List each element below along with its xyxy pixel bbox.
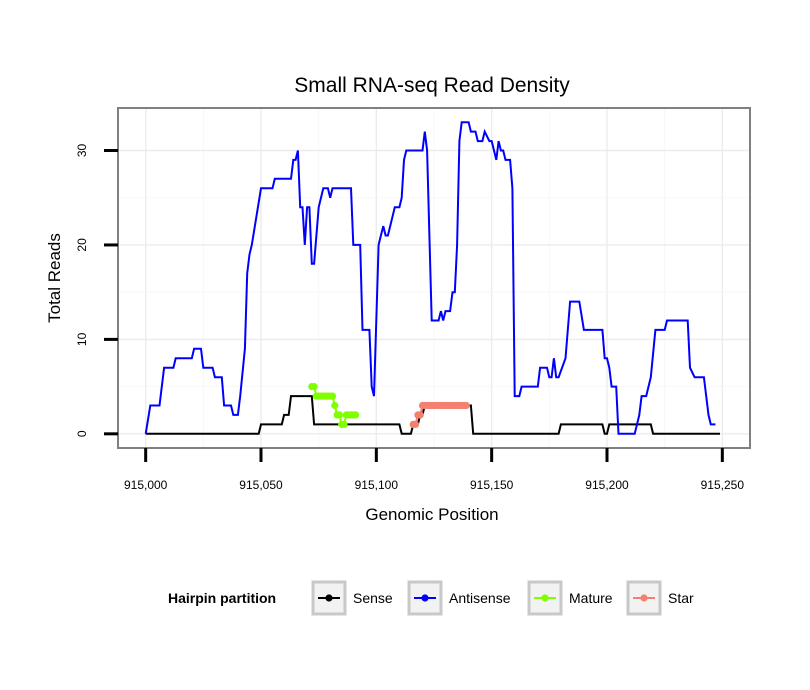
legend-label: Star [668,590,694,606]
series-line-antisense [144,121,716,435]
x-tick-label: 915,000 [124,478,168,492]
plot-border [117,107,751,449]
legend-label: Mature [569,590,613,606]
data-point-star [416,411,424,419]
legend-item-star: Star [626,580,694,616]
legend-item-mature: Mature [527,580,613,616]
series-mature [308,383,360,428]
chart-title: Small RNA-seq Read Density [294,74,570,97]
data-point-star [411,420,420,428]
y-tick-label: 20 [75,238,89,252]
gridlines [118,108,750,448]
x-tick-label: 915,050 [239,478,283,492]
legend-item-antisense: Antisense [407,580,511,616]
legend: Hairpin partition Sense Antisense Mature St… [168,580,694,616]
x-tick-label: 915,250 [701,478,745,492]
data-point-mature [328,392,337,400]
legend-key-point [640,594,648,602]
x-axis-title: Genomic Position [365,505,498,524]
legend-label: Sense [353,590,393,606]
data-point-mature [310,383,318,391]
y-tick-label: 10 [75,332,89,346]
legend-key-point [541,594,549,602]
data-point-mature [335,411,343,419]
y-tick-label: 0 [75,430,89,437]
data-point-mature [331,401,339,410]
data-point-mature [340,420,348,428]
y-axis-title: Total Reads [45,233,64,323]
series-layer [144,121,720,435]
series-star [409,401,470,428]
series-sense [145,395,720,435]
y-tick-label: 30 [75,144,89,158]
axes: 915,000 915,050 915,100 915,150 915,200 915,2… [75,144,744,492]
legend-item-sense: Sense [311,580,393,616]
x-tick-label: 915,200 [585,478,629,492]
data-point-star [462,401,470,410]
legend-title: Hairpin partition [168,590,276,606]
legend-label: Antisense [449,590,511,606]
series-antisense [144,121,716,435]
x-tick-label: 915,100 [355,478,399,492]
legend-key-point [421,594,429,602]
x-tick-label: 915,150 [470,478,514,492]
data-point-mature [352,411,360,419]
series-line-sense [145,395,720,435]
legend-key-point [325,594,333,602]
